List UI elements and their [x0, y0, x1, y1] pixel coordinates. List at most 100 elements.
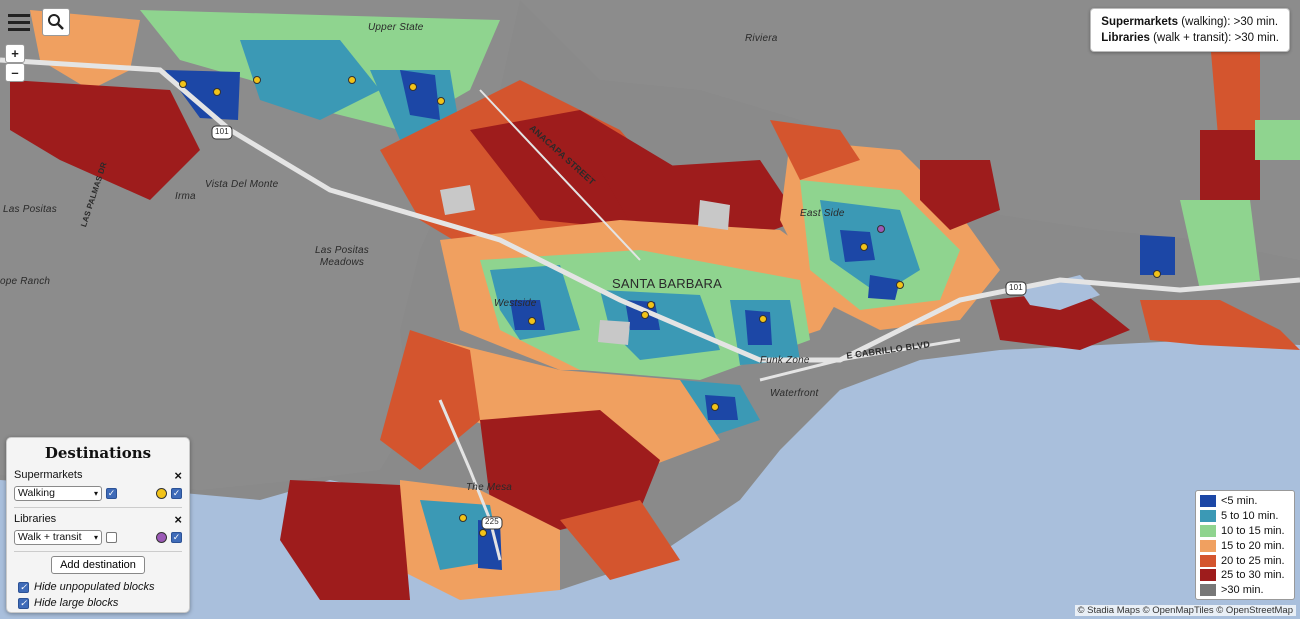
supermarket-dot	[253, 76, 261, 84]
supermarket-dot	[179, 80, 187, 88]
supermarkets-controls: Walking ▾ ✓ ✓	[14, 484, 182, 502]
zone-south-orange	[440, 340, 720, 470]
legend-swatch	[1200, 569, 1216, 582]
legend-label: 5 to 10 min.	[1221, 510, 1279, 523]
highway-101	[0, 57, 1300, 363]
supermarkets-markers-checkbox[interactable]: ✓	[171, 487, 182, 499]
supermarkets-label: Supermarkets	[14, 469, 83, 481]
libraries-controls: Walk + transit ▾ ✓	[14, 528, 182, 546]
libraries-label: Libraries	[14, 513, 57, 525]
zone-far-east-green	[1180, 200, 1260, 290]
legend-label: 15 to 20 min.	[1221, 539, 1285, 552]
libraries-mode-select[interactable]: Walk + transit ▾	[14, 529, 102, 545]
hide-unpopulated-checkbox[interactable]: ✓	[18, 581, 29, 593]
search-button[interactable]	[42, 8, 70, 36]
road-cabrillo	[759, 338, 961, 382]
info-libraries-label: Libraries	[1101, 32, 1150, 44]
supermarket-dot	[479, 529, 487, 537]
divider	[14, 507, 182, 508]
legend-item: 5 to 10 min.	[1200, 509, 1290, 524]
libraries-remove-button[interactable]: ×	[174, 511, 182, 527]
supermarket-dot	[348, 76, 356, 84]
label-irma: Irma	[175, 191, 196, 202]
info-supermarkets-value: >30 min.	[1233, 16, 1279, 28]
legend-swatch	[1200, 539, 1216, 552]
destinations-title: Destinations	[44, 444, 152, 462]
zoom-in-button[interactable]: +	[5, 44, 25, 63]
zone-grey-1	[440, 185, 475, 215]
info-line-supermarkets: Supermarkets (walking): >30 min.	[1101, 14, 1279, 30]
zone-northwest-dark	[10, 80, 200, 200]
legend-label: 10 to 15 min.	[1221, 524, 1285, 537]
label-santa-barbara: SANTA BARBARA	[612, 276, 723, 291]
search-icon	[48, 14, 64, 30]
label-funk-zone: Funk Zone	[760, 355, 810, 366]
menu-button[interactable]	[5, 8, 33, 36]
supermarket-dot	[528, 317, 536, 325]
supermarket-dot	[459, 514, 467, 522]
supermarkets-color-swatch[interactable]	[156, 487, 167, 499]
supermarket-markers	[179, 76, 1161, 537]
road-225	[438, 399, 502, 561]
road-anacapa	[479, 89, 641, 261]
legend-swatch	[1200, 584, 1216, 597]
zone-waterfront-blue	[705, 395, 738, 420]
legend-label: 20 to 25 min.	[1221, 554, 1285, 567]
zone-mesa-red-east	[560, 500, 680, 580]
label-vista-del-monte: Vista Del Monte	[205, 179, 279, 190]
map-attribution[interactable]: © Stadia Maps © OpenMapTiles © OpenStree…	[1074, 605, 1296, 616]
divider	[14, 551, 182, 552]
legend-label: <5 min.	[1221, 495, 1258, 508]
legend-item: 25 to 30 min.	[1200, 568, 1290, 583]
zone-mesa-dark	[480, 410, 660, 530]
label-upper-state: Upper State	[368, 22, 424, 33]
legend-swatch	[1200, 495, 1216, 508]
add-destination-button[interactable]: Add destination	[51, 556, 145, 574]
zone-east-blue2	[868, 275, 900, 300]
supermarket-dot	[759, 315, 767, 323]
supermarket-dot	[641, 311, 649, 319]
label-las-positas-meadows: Las Positas Meadows	[315, 245, 369, 268]
library-dot	[877, 225, 885, 233]
info-supermarkets-mode: (walking):	[1181, 16, 1231, 28]
zoom-out-button[interactable]: –	[5, 63, 25, 82]
supermarkets-visible-checkbox[interactable]: ✓	[106, 487, 117, 499]
supermarket-dot	[213, 88, 221, 96]
label-the-mesa: The Mesa	[466, 482, 513, 493]
zone-harbor-red	[990, 290, 1130, 350]
land-hills	[520, 0, 1300, 260]
hamburger-icon	[8, 14, 30, 31]
zone-upper-teal	[240, 40, 380, 120]
supermarkets-header: Supermarkets ×	[14, 467, 182, 483]
destinations-panel: Destinations Supermarkets × Walking ▾ ✓ …	[6, 437, 190, 613]
libraries-markers-checkbox[interactable]: ✓	[171, 531, 182, 543]
supermarket-dot	[1153, 270, 1161, 278]
hide-large-option[interactable]: ✓ Hide large blocks	[14, 595, 182, 611]
libraries-visible-checkbox[interactable]	[106, 531, 117, 543]
supermarkets-mode-select[interactable]: Walking ▾	[14, 485, 102, 501]
legend-swatch	[1200, 510, 1216, 523]
route-101-shield	[211, 125, 1027, 296]
label-route-225: 225	[485, 517, 499, 526]
supermarket-dot	[409, 83, 417, 91]
legend-item: 20 to 25 min.	[1200, 553, 1290, 568]
label-route-101: 101	[215, 127, 229, 136]
legend-item: >30 min.	[1200, 583, 1290, 598]
chevron-down-icon: ▾	[93, 532, 98, 542]
chevron-down-icon: ▾	[93, 488, 98, 498]
legend-swatch	[1200, 524, 1216, 537]
hide-unpopulated-option[interactable]: ✓ Hide unpopulated blocks	[14, 579, 182, 595]
legend-label: >30 min.	[1221, 584, 1264, 597]
supermarkets-remove-button[interactable]: ×	[174, 467, 182, 483]
zone-downtown-blue2	[745, 310, 772, 345]
libraries-color-swatch[interactable]	[156, 531, 167, 543]
legend-item: 15 to 20 min.	[1200, 538, 1290, 553]
info-libraries-mode: (walk + transit):	[1153, 32, 1232, 44]
label-east-side: East Side	[800, 208, 845, 219]
legend-item: <5 min.	[1200, 494, 1290, 509]
hide-large-checkbox[interactable]: ✓	[18, 597, 29, 609]
zone-far-east-red	[1140, 300, 1300, 350]
label-route-101-east: 101	[1009, 283, 1023, 292]
